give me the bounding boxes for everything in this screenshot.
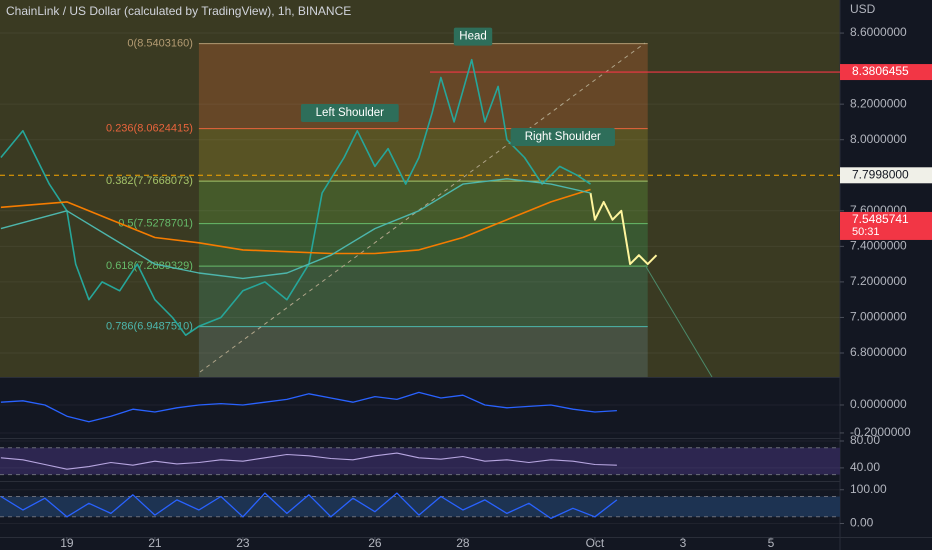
fib-zone: [198, 181, 648, 224]
x-tick-label: 26: [368, 536, 382, 550]
annotation: Head: [459, 31, 487, 43]
y-tick-label: 0.00: [850, 516, 874, 530]
x-tick-label: 19: [60, 536, 74, 550]
x-tick-label: 23: [236, 536, 250, 550]
series-line: [0, 391, 617, 423]
price-label-box: [840, 64, 932, 81]
series-line: [0, 178, 591, 280]
y-tick-label: 7.4000000: [850, 239, 907, 253]
fib-label: 0.236(8.0624415): [106, 123, 193, 135]
band: [0, 496, 840, 517]
y-tick-label: 7.0000000: [850, 310, 907, 324]
y-tick-label: 8.2000000: [850, 96, 907, 110]
y-tick-label: 8.0000000: [850, 132, 907, 146]
annotation-box: [300, 104, 399, 123]
y-tick-label: 40.00: [850, 460, 880, 474]
y-tick-label: 0.0000000: [850, 397, 907, 411]
annotation: Right Shoulder: [525, 131, 601, 143]
fib-zone: [198, 43, 648, 129]
price-label: 7.7998000: [852, 167, 909, 181]
y-tick-label: 7.2000000: [850, 274, 907, 288]
axis-unit: USD: [850, 2, 876, 16]
y-tick-label: 80.00: [850, 433, 880, 447]
series-line: [0, 188, 591, 255]
series-line: [0, 58, 591, 336]
fib-label: 0.618(7.2889329): [106, 260, 193, 272]
price-label: 8.3806455: [852, 64, 909, 78]
fib-zone: [198, 326, 648, 377]
price-label-box: [840, 167, 932, 184]
price-countdown: 50:31: [852, 226, 880, 238]
series-line: [589, 192, 658, 266]
y-tick-label: 8.6000000: [850, 25, 907, 39]
annotation: Left Shoulder: [316, 107, 385, 119]
projection-line: [644, 264, 713, 378]
chart-title: ChainLink / US Dollar (calculated by Tra…: [6, 4, 351, 18]
x-tick-label: Oct: [586, 536, 605, 550]
annotation-box: [453, 27, 493, 46]
y-tick-label: 100.00: [850, 482, 887, 496]
x-tick-label: 28: [456, 536, 470, 550]
fib-label: 0.786(6.9487510): [106, 320, 193, 332]
fib-label: 0(8.5403160): [127, 38, 192, 50]
fib-label: 0.382(7.7668073): [106, 175, 193, 187]
price-label: 7.5485741: [852, 212, 909, 226]
series-line: [0, 492, 618, 520]
band: [0, 447, 840, 475]
series-line: [0, 452, 617, 470]
price-label-box: [840, 211, 932, 240]
fib-zone: [198, 223, 648, 267]
annotation-box: [510, 128, 615, 147]
y-tick-label: 6.8000000: [850, 345, 907, 359]
x-tick-label: 21: [148, 536, 162, 550]
fib-zone: [198, 266, 648, 327]
x-tick-label: 3: [680, 536, 687, 550]
x-tick-label: 5: [768, 536, 775, 550]
fib-label: 0.5(7.5278701): [118, 218, 193, 230]
y-tick-label: -0.2000000: [850, 425, 911, 439]
